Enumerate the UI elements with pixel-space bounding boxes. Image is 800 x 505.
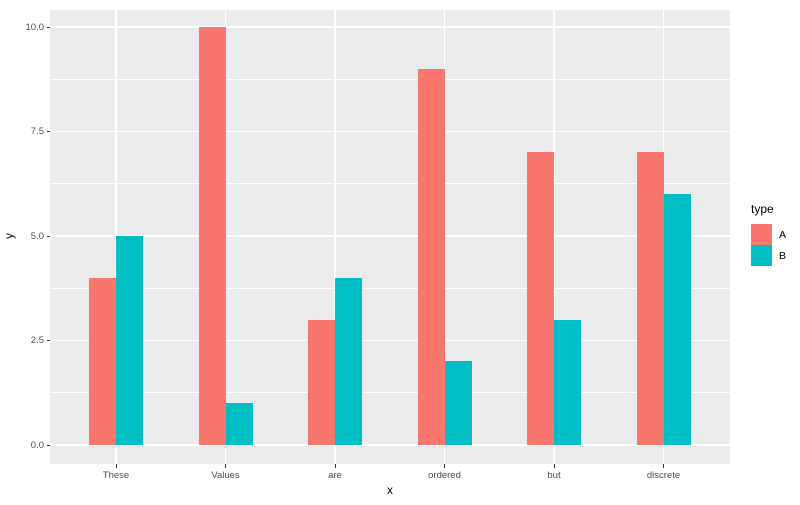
gridline-major — [50, 130, 730, 133]
x-tick-mark — [115, 464, 117, 468]
plot-panel — [50, 10, 730, 464]
y-tick-mark — [46, 444, 50, 446]
y-axis-title: y — [3, 233, 16, 239]
x-tick-mark — [225, 464, 227, 468]
bar — [225, 403, 253, 445]
legend-item: B — [751, 245, 786, 266]
y-tick-mark — [46, 26, 50, 28]
bar — [89, 277, 116, 445]
x-tick-label: ordered — [428, 470, 461, 481]
y-tick-label: 2.5 — [30, 335, 44, 346]
x-tick-mark — [663, 464, 665, 468]
x-tick-label: These — [102, 470, 130, 481]
bar — [335, 277, 362, 445]
gridline-minor — [50, 392, 730, 394]
y-tick-label: 0.0 — [30, 439, 44, 451]
x-tick-label: discrete — [646, 470, 681, 481]
x-tick-label: but — [547, 470, 561, 481]
legend-title: type — [751, 202, 774, 216]
gridline-vertical — [443, 10, 446, 464]
gridline-minor — [50, 287, 730, 289]
y-tick-mark — [46, 131, 50, 133]
legend-item: A — [751, 224, 786, 245]
gridline-vertical — [224, 10, 227, 464]
y-tick-label: 10.0 — [25, 21, 45, 33]
bar — [198, 27, 226, 445]
y-tick-label: 5.0 — [30, 230, 44, 242]
x-axis-title: x — [387, 485, 393, 497]
bar — [527, 152, 554, 445]
y-tick-mark — [46, 340, 50, 342]
bar — [444, 361, 472, 445]
gridline-major — [50, 235, 730, 237]
y-tick-mark — [46, 235, 50, 237]
bar — [308, 319, 335, 445]
gridline-major — [50, 444, 730, 446]
x-tick-mark — [334, 464, 336, 468]
y-tick-label: 7.5 — [30, 126, 44, 137]
legend-key-swatch — [751, 224, 772, 245]
x-tick-label: Values — [211, 470, 240, 481]
legend-key-swatch — [751, 245, 772, 266]
legend-item-label: A — [779, 228, 787, 241]
gridline-major — [50, 339, 730, 342]
bar — [417, 68, 445, 445]
legend-item-label: B — [779, 249, 787, 262]
x-tick-label: are — [328, 470, 342, 481]
bar — [554, 319, 581, 445]
gridline-vertical — [334, 10, 336, 464]
x-tick-mark — [553, 464, 555, 468]
bar — [663, 194, 691, 445]
gridline-vertical — [553, 10, 555, 464]
gridline-minor — [50, 183, 730, 185]
bar — [636, 152, 664, 445]
x-tick-mark — [444, 464, 446, 468]
gridline-minor — [50, 78, 730, 80]
gridline-major — [50, 26, 730, 28]
bar — [116, 236, 143, 445]
